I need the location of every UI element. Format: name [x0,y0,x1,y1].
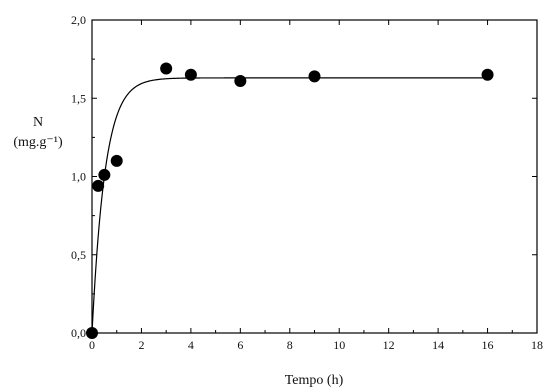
data-point [184,68,197,81]
data-point [92,179,105,192]
x-axis-label: Tempo (h) [285,373,344,388]
y-axis-label-line1: N [33,115,43,130]
x-tick-label: 10 [333,338,345,352]
x-tick-label: 14 [432,338,444,352]
data-point [308,70,321,83]
data-points [86,62,494,339]
plot-frame [91,19,538,334]
data-point [98,168,111,181]
x-tick-label: 6 [237,338,243,352]
data-point [86,327,98,339]
x-tick-label: 4 [188,338,194,352]
y-tick-label: 0,0 [71,326,86,340]
x-axis: 0 2 4 6 8 10 12 14 16 18 [89,20,543,352]
y-axis: 0,0 0,5 1,0 1,5 2,0 [71,13,537,340]
y-axis-label-line2: (mg.g⁻¹) [13,135,63,150]
y-tick-label: 1,5 [71,91,86,105]
y-tick-label: 2,0 [71,13,86,27]
fit-curve [91,77,488,334]
x-tick-label: 12 [383,338,395,352]
data-point [481,68,494,81]
x-tick-label: 8 [287,338,293,352]
y-tick-label: 1,0 [71,170,86,184]
x-tick-label: 2 [138,338,144,352]
y-tick-label: 0,5 [71,248,86,262]
data-point [110,154,123,167]
data-point [234,75,247,88]
data-point [160,62,173,75]
x-tick-label: 0 [89,338,95,352]
x-tick-label: 16 [482,338,494,352]
x-tick-label: 18 [531,338,543,352]
